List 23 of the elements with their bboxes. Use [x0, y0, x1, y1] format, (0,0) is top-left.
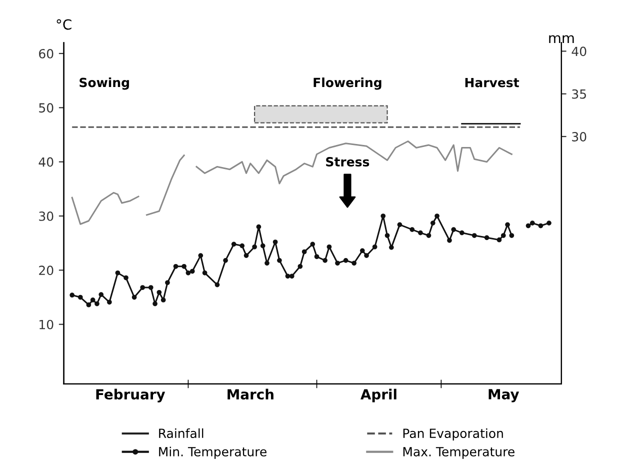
x-tick-label: May: [488, 389, 520, 402]
x-tick-label: February: [96, 388, 166, 402]
legend-label: Max. Temperature: [403, 447, 514, 459]
y-tick-label: 50: [39, 103, 54, 113]
y2-axis-title: mm: [549, 35, 574, 43]
y-axis-title: °C: [56, 19, 72, 30]
y2-tick-label: 35: [572, 89, 586, 99]
annotation: Harvest: [465, 78, 520, 88]
y-tick-label: 20: [39, 266, 54, 276]
y-tick-label: 60: [39, 48, 54, 58]
y2-tick-label: 40: [572, 46, 586, 56]
x-tick-label: March: [228, 388, 274, 400]
annotation: Sowing: [80, 78, 129, 90]
x-tick-label: April: [360, 388, 396, 402]
y2-tick-label: 30: [572, 132, 586, 142]
annotation: Stress: [326, 157, 370, 167]
y-tick-label: 10: [40, 320, 54, 330]
legend-label: Rainfall: [159, 428, 204, 438]
legend-label: Min. Temperature: [159, 446, 267, 459]
annotation: Flowering: [314, 78, 382, 90]
y-tick-label: 30: [39, 211, 54, 221]
legend-label: Pan Evaporation: [403, 428, 503, 440]
y-tick-label: 40: [38, 157, 54, 167]
